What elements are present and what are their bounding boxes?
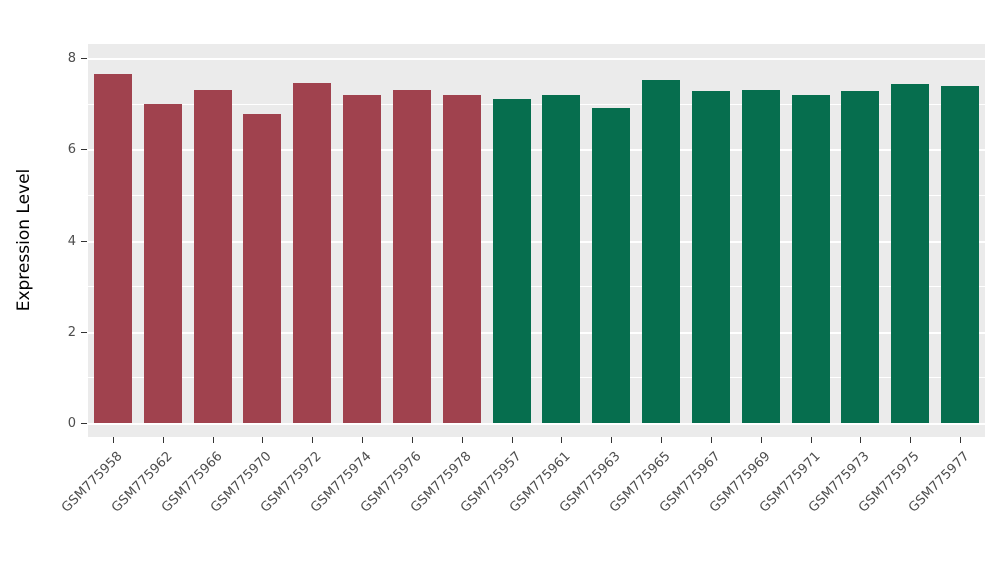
x-tick-mark: [860, 437, 862, 443]
x-tick-mark: [212, 437, 214, 443]
bar-GSM775973: [841, 90, 880, 423]
x-tick-label-GSM775975: GSM775975: [856, 449, 923, 516]
gridline-minor: [88, 194, 985, 196]
plot-panel: [88, 44, 985, 437]
bar-GSM775969: [741, 89, 780, 423]
x-tick-mark: [910, 437, 912, 443]
bar-GSM775972: [293, 83, 332, 423]
y-tick-label-8: 8: [67, 51, 76, 66]
x-tick-mark: [112, 437, 114, 443]
bar-GSM775961: [542, 94, 581, 423]
x-tick-mark: [810, 437, 812, 443]
y-tick-label-0: 0: [67, 416, 76, 431]
gridline-major: [88, 331, 985, 334]
x-tick-mark: [411, 437, 413, 443]
x-tick-label-GSM775978: GSM775978: [407, 449, 475, 516]
x-tick-label-GSM775973: GSM775973: [806, 449, 874, 516]
bar-GSM775976: [392, 89, 431, 423]
x-tick-label-GSM775957: GSM775957: [457, 449, 525, 516]
y-tick-mark: [81, 149, 87, 151]
x-tick-mark: [710, 437, 712, 443]
x-tick-label-GSM775976: GSM775976: [357, 449, 425, 516]
gridline-major: [88, 149, 985, 152]
x-tick-label-GSM775970: GSM775970: [208, 449, 276, 516]
x-tick-mark: [511, 437, 513, 443]
x-tick-mark: [960, 437, 962, 443]
x-tick-label-GSM775967: GSM775967: [656, 449, 724, 516]
bar-GSM775970: [243, 113, 282, 423]
y-tick-mark: [81, 58, 87, 59]
x-tick-mark: [362, 437, 364, 443]
x-tick-mark: [611, 437, 613, 443]
bar-GSM775975: [891, 84, 930, 423]
x-tick-mark: [461, 437, 463, 443]
x-tick-label-GSM775971: GSM775971: [756, 449, 824, 516]
x-tick-mark: [561, 437, 563, 443]
bar-GSM775974: [343, 95, 382, 423]
x-tick-label-GSM775962: GSM775962: [108, 449, 176, 516]
x-tick-label-GSM775965: GSM775965: [607, 449, 674, 516]
gridline-minor: [88, 103, 985, 105]
x-tick-mark: [760, 437, 762, 443]
x-tick-label-GSM775958: GSM775958: [58, 449, 126, 516]
x-tick-label-GSM775972: GSM775972: [258, 449, 325, 516]
x-tick-mark: [162, 437, 164, 443]
gridline-minor: [88, 286, 985, 288]
gridline-major: [88, 240, 985, 243]
x-tick-mark: [262, 437, 264, 443]
bar-GSM775967: [691, 90, 730, 423]
x-tick-label-GSM775969: GSM775969: [706, 449, 774, 516]
bar-GSM775977: [941, 86, 980, 423]
y-tick-mark: [81, 240, 87, 242]
y-tick-mark: [81, 423, 87, 424]
x-tick-label-GSM775966: GSM775966: [158, 449, 226, 516]
x-tick-mark: [661, 437, 663, 443]
bar-GSM775965: [642, 79, 681, 423]
gridline-major: [88, 423, 985, 425]
bar-GSM775971: [791, 94, 830, 423]
x-tick-label-GSM775977: GSM775977: [906, 449, 973, 516]
y-tick-label-4: 4: [67, 233, 76, 249]
y-tick-label-6: 6: [67, 142, 76, 158]
y-tick-label-2: 2: [67, 324, 76, 340]
bar-GSM775963: [592, 108, 631, 423]
x-tick-mark: [312, 437, 314, 443]
bar-GSM775957: [492, 99, 531, 423]
x-tick-label-GSM775974: GSM775974: [308, 449, 375, 516]
bar-GSM775958: [93, 73, 132, 423]
bar-GSM775962: [143, 103, 182, 423]
gridline-minor: [88, 377, 985, 379]
bar-GSM775966: [193, 89, 232, 423]
bar-GSM775978: [442, 94, 481, 423]
x-tick-label-GSM775963: GSM775963: [557, 449, 624, 516]
y-tick-mark: [81, 331, 87, 333]
gridline-major: [88, 58, 985, 60]
x-tick-label-GSM775961: GSM775961: [507, 449, 575, 516]
